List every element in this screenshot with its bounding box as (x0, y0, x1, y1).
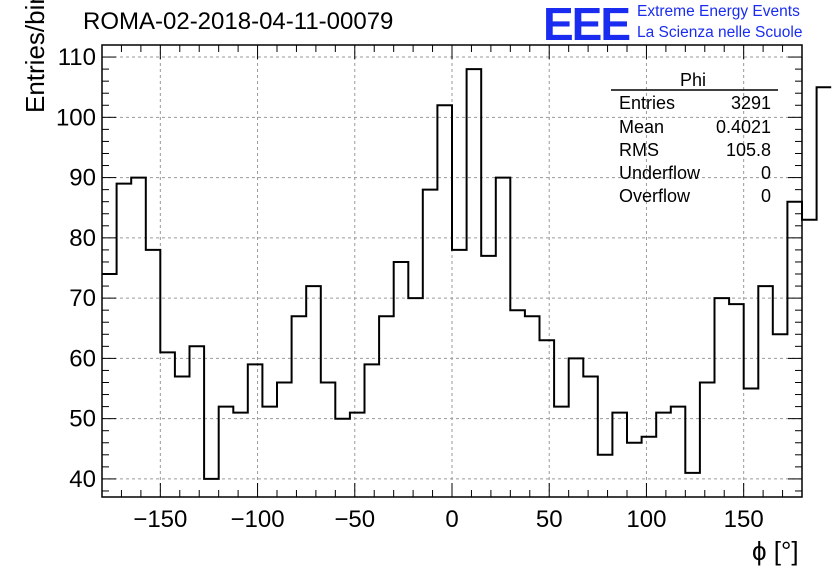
stat-underflow-label: Underflow (619, 163, 701, 183)
x-axis-label: ϕ [°] (752, 536, 799, 566)
stat-entries-value: 3291 (730, 93, 771, 113)
x-tick-label: −150 (133, 506, 187, 533)
x-tick-label: 100 (626, 506, 666, 533)
stat-overflow-label: Overflow (619, 186, 691, 206)
stat-mean-label: Mean (619, 117, 665, 137)
stat-rms-label: RMS (619, 140, 659, 160)
stat-mean-value: 0.4021 (715, 117, 771, 137)
stat-underflow-value: 0 (760, 163, 771, 183)
logo-line-1: Extreme Energy Events (637, 3, 800, 20)
y-tick-label: 80 (69, 225, 96, 252)
stat-rms-value: 105.8 (725, 140, 771, 160)
y-tick-label: 50 (69, 406, 96, 433)
chart-title: ROMA-02-2018-04-11-00079 (83, 8, 394, 35)
eee-logo: EEE (543, 0, 631, 50)
x-tick-label: 50 (536, 506, 563, 533)
histogram-line (102, 68, 832, 480)
y-tick-label: 100 (56, 104, 96, 131)
stats-title: Phi (680, 70, 707, 90)
x-tick-label: −100 (231, 506, 285, 533)
logo-line-2: La Scienza nelle Scuole (637, 24, 803, 41)
plot-frame (101, 44, 803, 498)
stat-overflow-value: 0 (760, 186, 771, 206)
tick-labels: −150 −100 −50 0 50 100 150 40 50 60 70 80 90 100 110 (56, 44, 764, 533)
y-axis-label: Entries/bin (20, 0, 50, 113)
axis-ticks (101, 44, 803, 497)
x-tick-label: 150 (724, 506, 764, 533)
y-tick-label: 60 (69, 345, 96, 372)
stat-entries-label: Entries (619, 93, 676, 113)
y-tick-label: 90 (69, 165, 96, 192)
x-tick-label: −50 (334, 506, 375, 533)
y-tick-label: 40 (69, 466, 96, 493)
y-tick-label: 110 (58, 44, 96, 71)
x-tick-label: 0 (445, 506, 458, 533)
y-tick-label: 70 (69, 285, 96, 312)
